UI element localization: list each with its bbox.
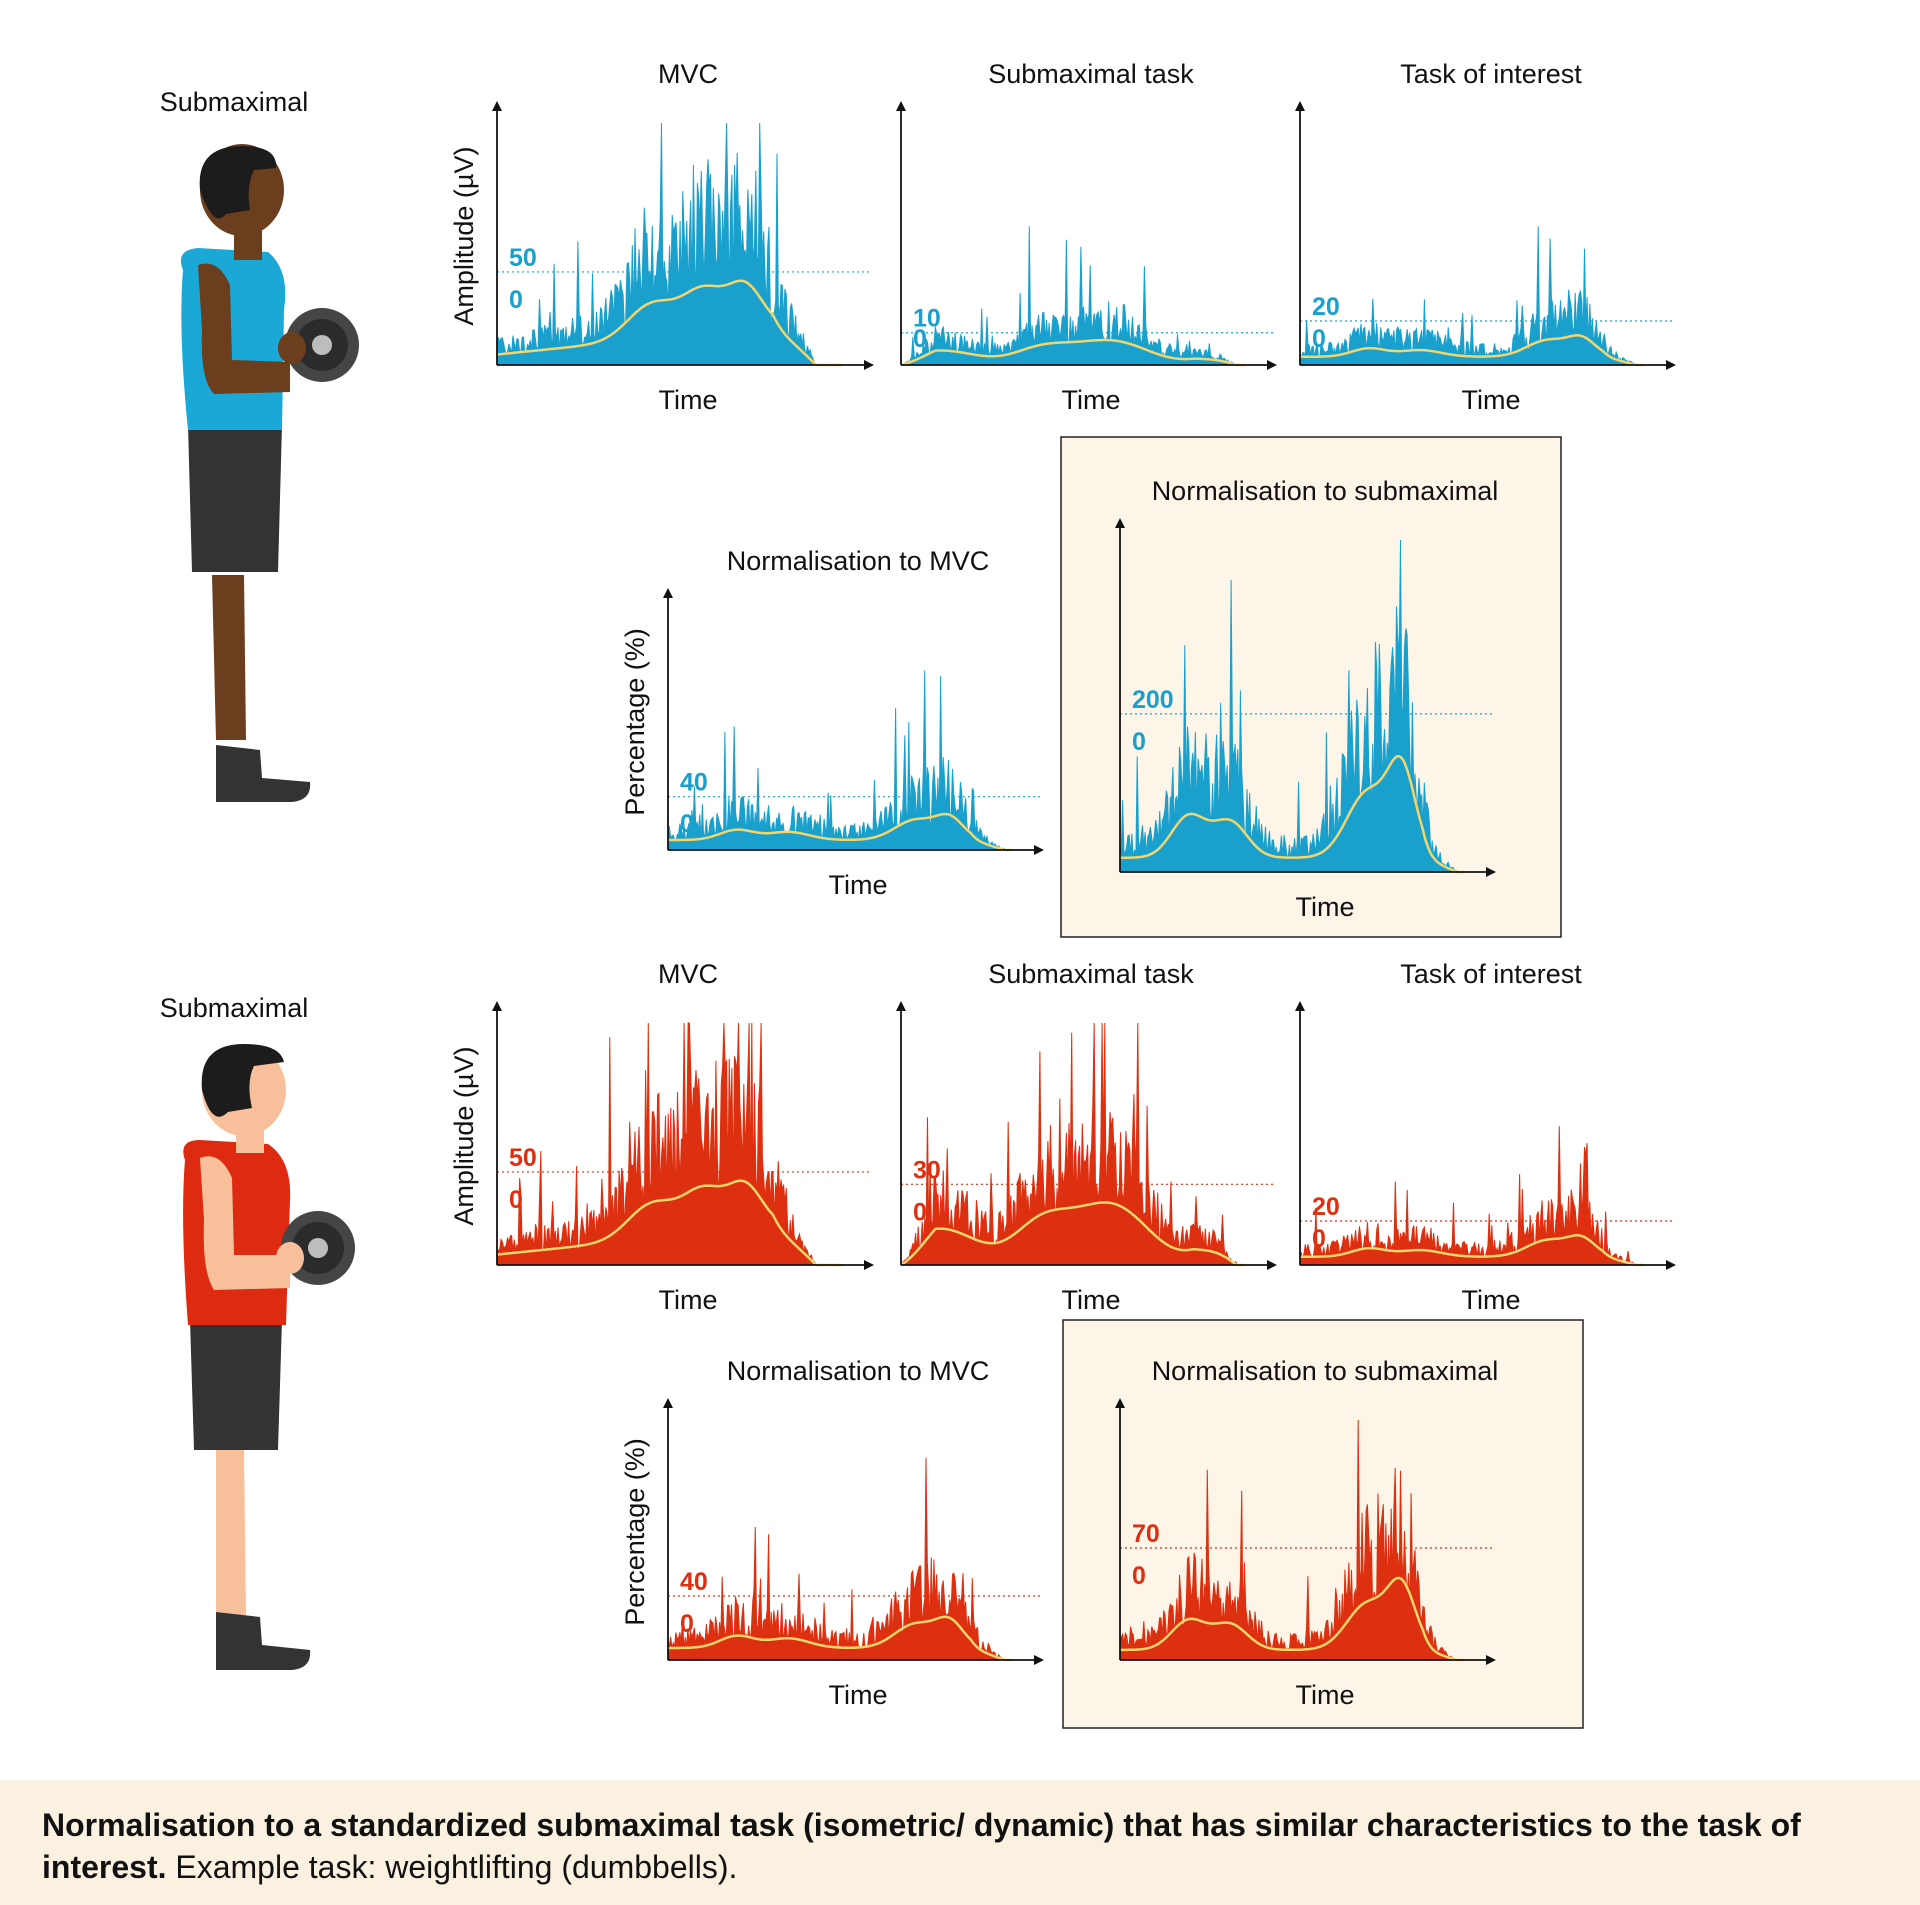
threshold-value: 10 xyxy=(913,305,941,333)
emg-signal xyxy=(496,1022,842,1266)
chart-xlabel: Time xyxy=(829,870,888,900)
chart-row2-norm-2: Normalisation to submaximal 70 0 Time xyxy=(1115,1356,1499,1710)
chart-xlabel: Time xyxy=(659,1285,718,1315)
chart-title: Normalisation to submaximal xyxy=(1152,1356,1499,1386)
emg-envelope xyxy=(1300,1234,1644,1267)
person-dumbbell-curl-icon xyxy=(180,144,359,802)
emg-signal xyxy=(900,1022,1245,1266)
chart-ylabel: Amplitude (µV) xyxy=(449,147,479,326)
zero-value: 0 xyxy=(1312,325,1326,353)
athlete-top-figure xyxy=(180,144,359,802)
chart-ylabel: Percentage (%) xyxy=(620,1438,650,1626)
chart-title: Task of interest xyxy=(1400,959,1582,989)
chart-title: Normalisation to MVC xyxy=(727,1356,990,1386)
chart-title: Submaximal task xyxy=(988,959,1194,989)
emg-signal xyxy=(496,122,842,366)
emg-signal xyxy=(1299,226,1644,366)
emg-signal xyxy=(667,1457,1012,1661)
emg-envelope xyxy=(900,338,1245,367)
threshold-value: 40 xyxy=(680,769,708,797)
chart-row1-2: Submaximal task 100 Time xyxy=(896,59,1277,415)
emg-signal xyxy=(900,226,1245,366)
zero-value: 0 xyxy=(1312,1225,1326,1253)
zero-value: 0 xyxy=(1132,1562,1146,1590)
athlete-label-row-2: Submaximal xyxy=(160,993,309,1023)
threshold-value: 50 xyxy=(509,244,537,272)
chart-row2-3: Task of interest 20 0 Time xyxy=(1295,959,1676,1315)
person-dumbbell-curl-icon xyxy=(183,1044,355,1670)
chart-row1-1: MVC Amplitude (µV) 50 0 Time xyxy=(449,59,874,415)
caption-normal: Example task: weightlifting (dumbbells). xyxy=(166,1849,738,1885)
zero-value: 0 xyxy=(913,1198,927,1226)
chart-xlabel: Time xyxy=(829,1680,888,1710)
caption-bold: Normalisation to a standardized submaxim… xyxy=(42,1807,1801,1885)
emg-signal xyxy=(667,670,1012,851)
threshold-value: 200 xyxy=(1132,686,1174,714)
chart-title: MVC xyxy=(658,959,718,989)
chart-row1-3: Task of interest 20 0 Time xyxy=(1295,59,1676,415)
emg-envelope xyxy=(900,1201,1245,1267)
threshold-value: 20 xyxy=(1312,293,1340,321)
chart-xlabel: Time xyxy=(1062,1285,1121,1315)
chart-xlabel: Time xyxy=(1462,1285,1521,1315)
figure-caption: Normalisation to a standardized submaxim… xyxy=(0,1780,1920,1905)
chart-xlabel: Time xyxy=(1296,892,1355,922)
emg-envelope xyxy=(496,1179,842,1267)
emg-envelope xyxy=(668,1615,1012,1662)
chart-title: Task of interest xyxy=(1400,59,1582,89)
zero-value: 0 xyxy=(680,810,694,838)
chart-ylabel: Percentage (%) xyxy=(620,628,650,816)
zero-value: 0 xyxy=(509,286,523,314)
zero-value: 0 xyxy=(913,325,927,353)
emg-signal xyxy=(1299,1126,1644,1266)
threshold-value: 70 xyxy=(1132,1520,1160,1548)
emg-envelope xyxy=(1120,1576,1464,1662)
chart-ylabel: Amplitude (µV) xyxy=(449,1047,479,1226)
emg-signal xyxy=(1119,539,1464,873)
emg-envelope xyxy=(1120,754,1464,874)
chart-xlabel: Time xyxy=(1062,385,1121,415)
chart-row2-norm-1: Normalisation to MVC Percentage (%) 40 0 Tim… xyxy=(620,1356,1044,1710)
threshold-value: 20 xyxy=(1312,1193,1340,1221)
chart-title: Normalisation to submaximal xyxy=(1152,476,1499,506)
zero-value: 0 xyxy=(680,1610,694,1638)
chart-title: Submaximal task xyxy=(988,59,1194,89)
threshold-value: 30 xyxy=(913,1156,941,1184)
zero-value: 0 xyxy=(1132,728,1146,756)
chart-row1-norm-1: Normalisation to MVC Percentage (%) 40 0 Tim… xyxy=(620,546,1044,900)
chart-title: Normalisation to MVC xyxy=(727,546,990,576)
chart-xlabel: Time xyxy=(1462,385,1521,415)
chart-title: MVC xyxy=(658,59,718,89)
athlete-bottom-figure xyxy=(183,1044,355,1670)
chart-row1-norm-2: Normalisation to submaximal 200 0 Time xyxy=(1115,476,1499,922)
emg-envelope xyxy=(496,279,842,367)
charts-layer: MVC Amplitude (µV) 50 0 Time Submaximal task 1… xyxy=(449,59,1676,1710)
chart-row2-2: Submaximal task 30 0 Time xyxy=(896,959,1277,1315)
emg-envelope xyxy=(1300,334,1644,367)
threshold-value: 50 xyxy=(509,1144,537,1172)
emg-envelope xyxy=(668,812,1012,852)
chart-row2-1: MVC Amplitude (µV) 50 0 Time xyxy=(449,959,874,1315)
zero-value: 0 xyxy=(509,1186,523,1214)
threshold-value: 40 xyxy=(680,1568,708,1596)
athlete-label-row-1: Submaximal xyxy=(160,87,309,117)
chart-xlabel: Time xyxy=(659,385,718,415)
chart-xlabel: Time xyxy=(1296,1680,1355,1710)
